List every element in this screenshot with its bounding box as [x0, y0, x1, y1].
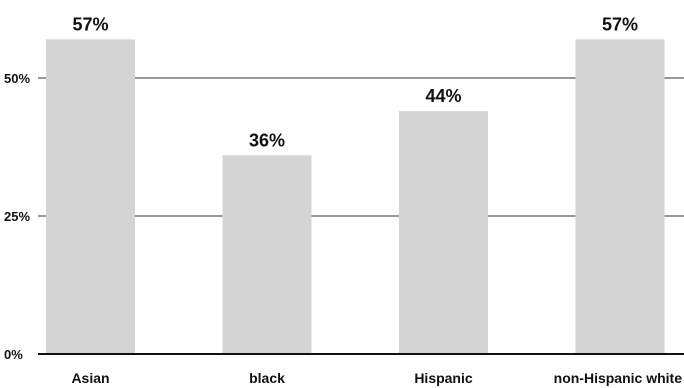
y-tick-label-25: 25%: [4, 209, 30, 224]
category-label-hispanic: Hispanic: [414, 370, 473, 386]
bar-asian: [46, 39, 135, 355]
category-label-asian: Asian: [71, 370, 109, 386]
category-label-black: black: [249, 370, 285, 386]
y-tick-label-50: 50%: [4, 71, 30, 86]
data-label-hispanic: 44%: [425, 86, 461, 106]
bar-hispanic: [399, 111, 488, 355]
bar-black: [222, 155, 312, 354]
bar-non-hispanic-white: [575, 39, 665, 355]
data-label-black: 36%: [249, 130, 285, 150]
category-label-non-hispanic-white: non-Hispanic white: [554, 370, 683, 386]
data-label-non-hispanic-white: 57%: [602, 14, 638, 34]
bars: [46, 39, 665, 355]
labels: 0% 25% 50% 57% Asian 36% black 44% Hispanic 57% no…: [4, 14, 682, 386]
data-label-asian: 57%: [72, 14, 108, 34]
y-tick-label-0: 0%: [4, 347, 23, 362]
